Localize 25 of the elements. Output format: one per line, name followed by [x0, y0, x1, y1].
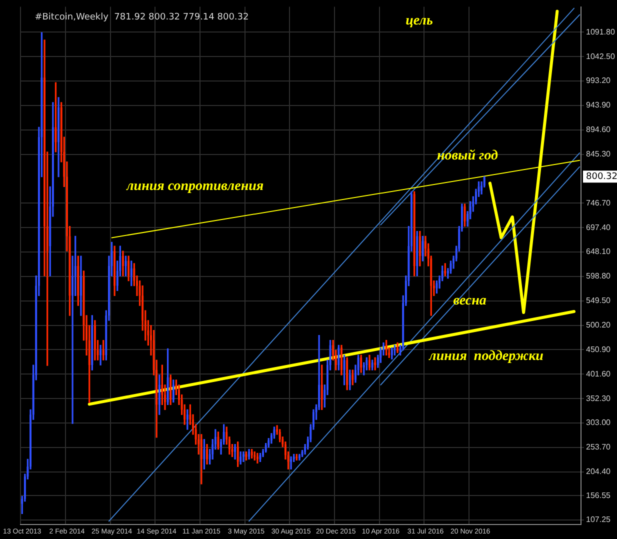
y-tick-label: 549.50	[586, 296, 612, 306]
y-tick-label: 1091.80	[586, 27, 616, 36]
y-tick-label: 204.40	[586, 467, 612, 476]
y-tick-label: 107.25	[586, 515, 612, 524]
text: #Bitcoin,Weekly 781.92 800.32 779.14 800.32	[34, 12, 249, 23]
y-tick-label: 401.60	[586, 369, 612, 378]
y-tick-label: 1042.50	[586, 52, 616, 61]
annotation: цель	[406, 13, 433, 28]
y-tick-label: 253.70	[586, 442, 612, 452]
y-tick-label: 500.20	[586, 320, 612, 330]
annotation: 800.32	[586, 172, 617, 182]
y-tick-label: 598.80	[586, 272, 612, 281]
annotation: линия поддержки	[428, 348, 544, 364]
y-tick-label: 450.90	[586, 344, 612, 354]
y-tick-label: 894.60	[586, 125, 612, 134]
y-tick-label: 156.55	[586, 490, 612, 500]
annotation: линия сопротивления	[126, 179, 264, 194]
y-tick-label: 943.90	[586, 100, 612, 110]
y-tick-label: 303.00	[586, 418, 612, 428]
y-tick-label: 993.20	[586, 76, 612, 86]
y-tick-label: 352.30	[586, 394, 612, 403]
y-tick-label: 845.30	[586, 150, 612, 159]
y-tick-label: 746.70	[586, 198, 612, 208]
y-tick-label: 697.40	[586, 222, 612, 232]
y-tick-label: 648.10	[586, 247, 612, 256]
